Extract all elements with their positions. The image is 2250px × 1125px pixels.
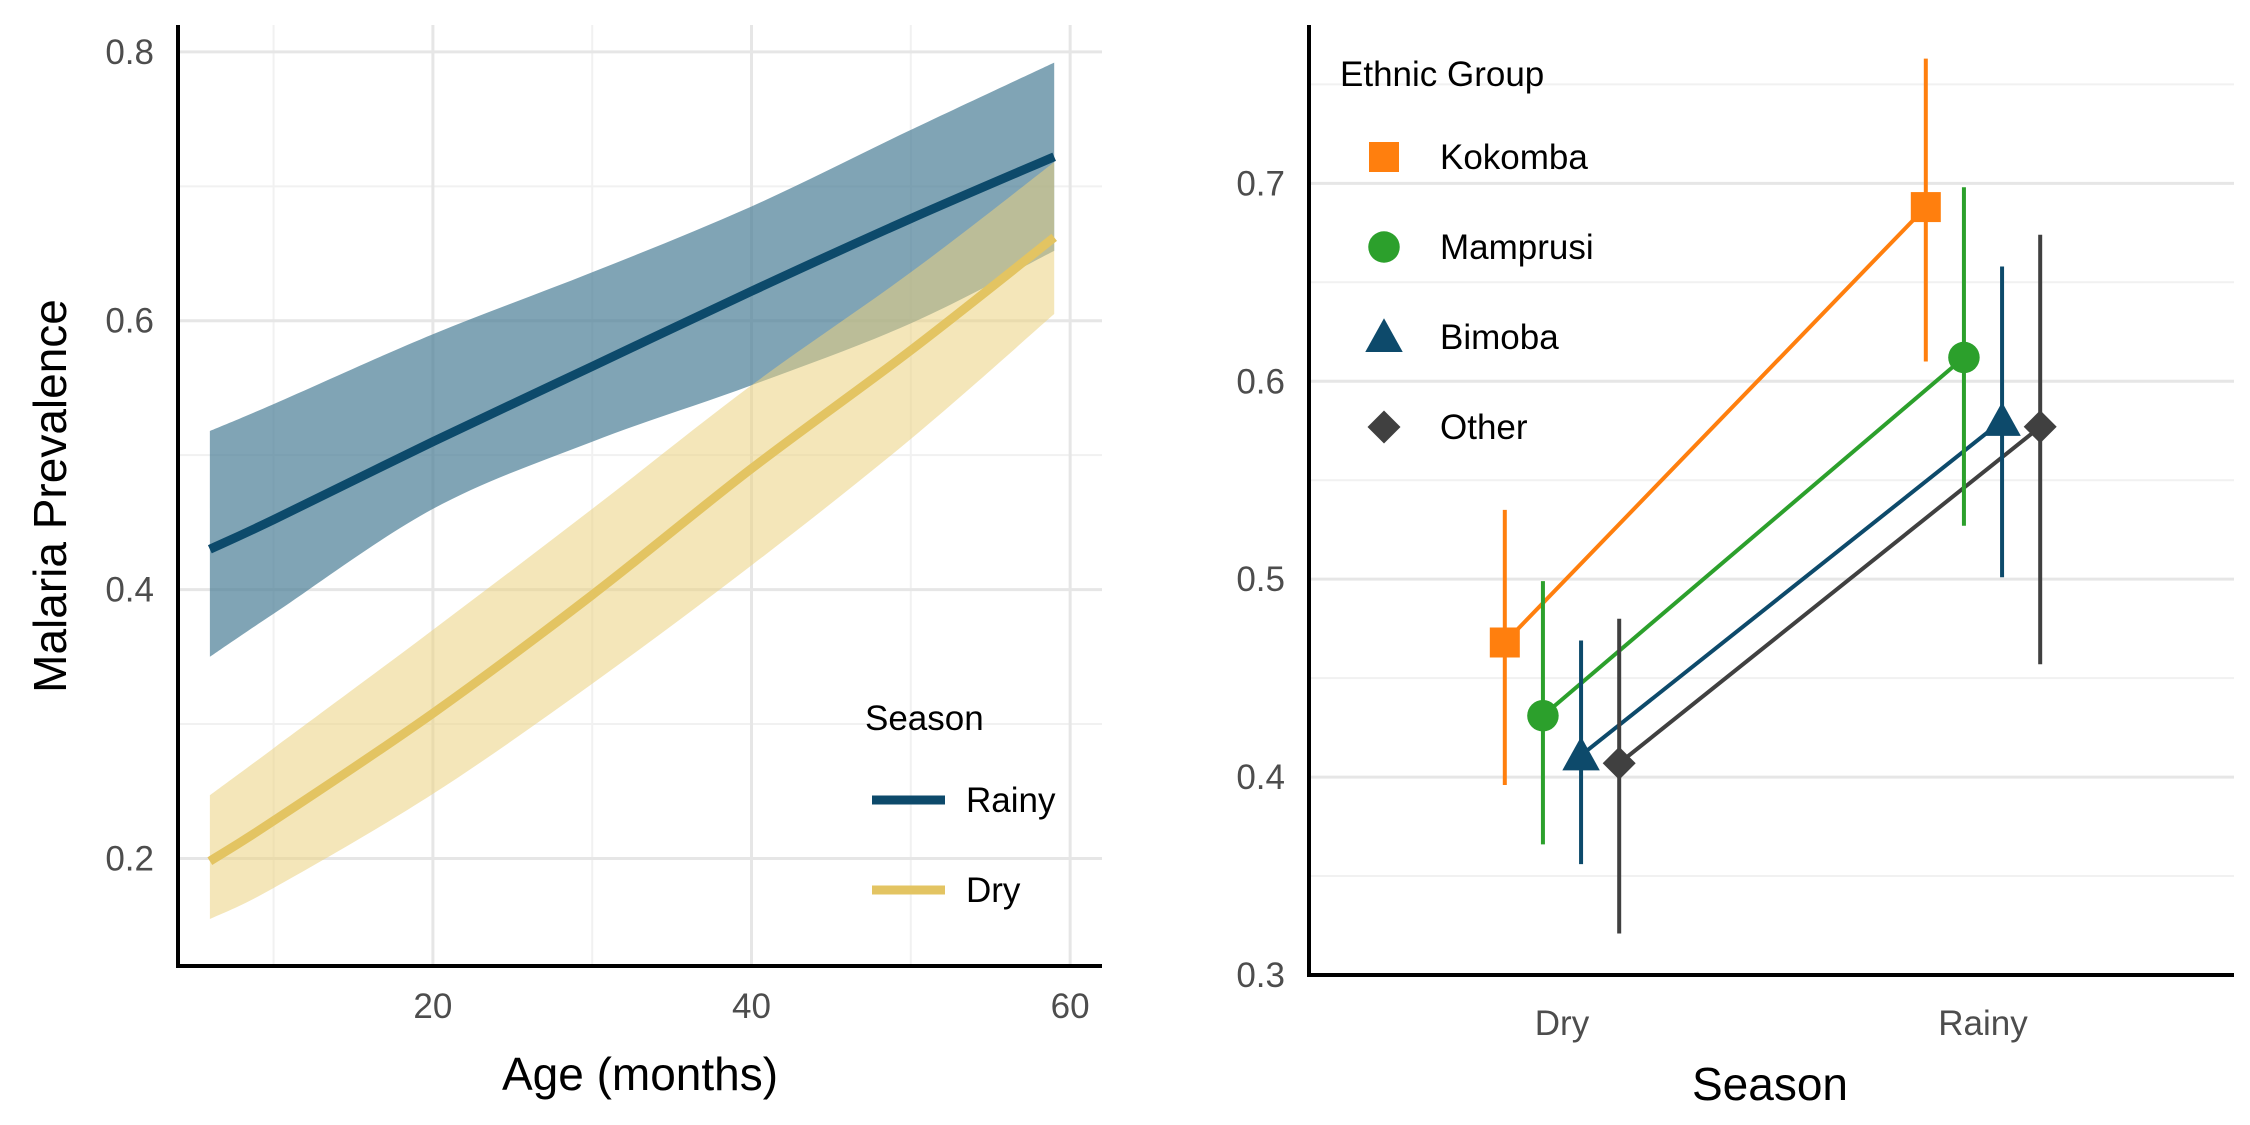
- ethnic-group-legend-title: Ethnic Group: [1340, 55, 1544, 94]
- legend-label-bimoba: Bimoba: [1440, 318, 1559, 357]
- left-x-tick-label: 20: [413, 987, 452, 1026]
- connector-other: [1617, 425, 2042, 765]
- season-ethnic-chart: 0.3 0.4 0.5 0.6 0.7 Dry Rainy Season Ethnic G…: [1236, 25, 2234, 1110]
- legend-label-mamprusi: Mamprusi: [1440, 228, 1594, 267]
- right-x-tick-label: Dry: [1535, 1004, 1590, 1043]
- right-y-tick-label: 0.7: [1236, 164, 1285, 203]
- right-y-tick-label: 0.3: [1236, 956, 1285, 995]
- legend-label-dry: Dry: [966, 871, 1021, 910]
- right-y-tick-label: 0.4: [1236, 758, 1285, 797]
- right-points: [1489, 192, 2057, 780]
- left-y-tick-label: 0.8: [105, 33, 154, 72]
- left-x-tick-label: 60: [1051, 987, 1090, 1026]
- band-dry: [209, 162, 1055, 920]
- left-gridlines: [178, 25, 1102, 966]
- right-series-lines: [1503, 205, 2042, 765]
- season-legend-title: Season: [865, 699, 984, 738]
- point-bimoba-rainy: [1983, 402, 2021, 436]
- right-y-tick-labels: 0.3 0.4 0.5 0.6 0.7: [1236, 164, 1285, 995]
- left-x-tick-labels: 20 40 60: [413, 987, 1089, 1026]
- right-x-axis-title: Season: [1692, 1058, 1848, 1110]
- right-y-tick-label: 0.6: [1236, 362, 1285, 401]
- left-y-tick-label: 0.2: [105, 839, 154, 878]
- left-series-lines: [207, 152, 1057, 865]
- legend-key-other: [1367, 410, 1401, 444]
- age-prevalence-chart: 0.2 0.4 0.6 0.8 20 40 60 Age (months) Malaria…: [24, 25, 1102, 1100]
- left-x-axis-title: Age (months): [502, 1048, 778, 1100]
- legend-label-other: Other: [1440, 408, 1528, 447]
- point-mamprusi-rainy: [1948, 341, 1980, 374]
- right-error-bars: [1502, 58, 2043, 934]
- point-kokomba-dry: [1489, 627, 1520, 658]
- season-legend: Season Rainy Dry: [865, 699, 1056, 910]
- left-y-axis-title: Malaria Prevalence: [24, 299, 76, 693]
- legend-label-rainy: Rainy: [966, 781, 1056, 820]
- right-x-tick-label: Rainy: [1938, 1004, 2028, 1043]
- ethnic-group-legend: Ethnic Group Kokomba Mamprusi Bimoba Other: [1340, 55, 1594, 447]
- legend-key-mamprusi: [1368, 231, 1400, 263]
- right-y-tick-label: 0.5: [1236, 560, 1285, 599]
- left-y-tick-label: 0.4: [105, 571, 154, 610]
- left-y-tick-label: 0.6: [105, 302, 154, 341]
- legend-label-kokomba: Kokomba: [1440, 138, 1588, 177]
- line-dry: [207, 233, 1057, 865]
- band-rainy: [209, 62, 1055, 657]
- point-mamprusi-dry: [1527, 699, 1559, 732]
- right-gridlines: [1309, 83, 2234, 977]
- point-kokomba-rainy: [1910, 192, 1941, 223]
- left-confidence-bands: [209, 62, 1055, 920]
- connector-kokomba: [1503, 205, 1928, 644]
- legend-key-kokomba: [1369, 142, 1399, 172]
- point-other-rainy: [2023, 410, 2057, 444]
- point-other-dry: [1602, 746, 1636, 780]
- point-bimoba-dry: [1562, 736, 1600, 771]
- legend-key-bimoba: [1365, 318, 1403, 352]
- left-y-tick-labels: 0.2 0.4 0.6 0.8: [105, 33, 154, 879]
- left-x-tick-label: 40: [732, 987, 771, 1026]
- line-rainy: [207, 152, 1056, 554]
- connector-mamprusi: [1541, 355, 1966, 718]
- right-x-tick-labels: Dry Rainy: [1535, 1004, 2028, 1043]
- connector-bimoba: [1579, 419, 2004, 757]
